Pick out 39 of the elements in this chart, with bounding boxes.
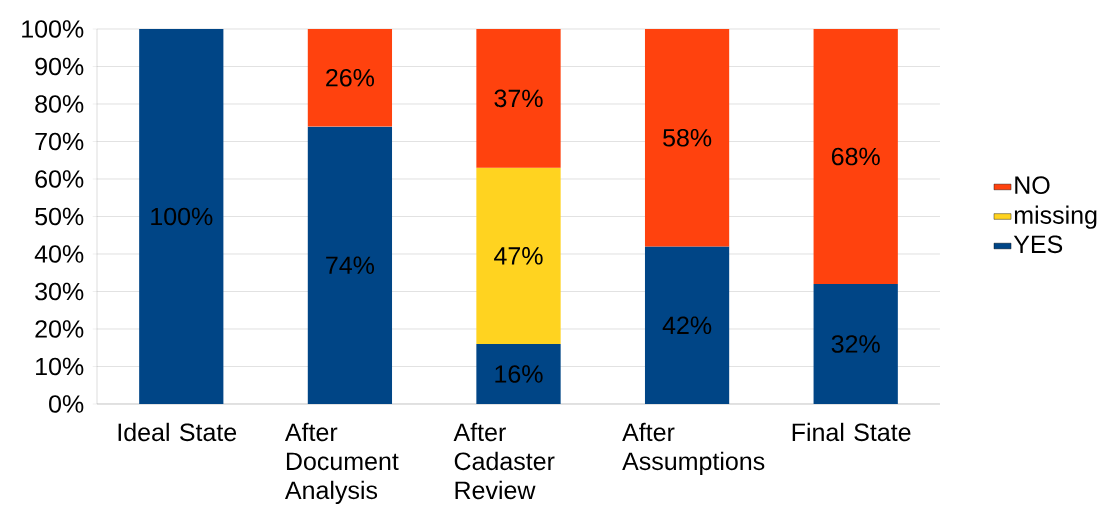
bar — [307, 126, 393, 404]
data-label: 26% — [326, 68, 375, 87]
x-tick-label: After Assumptions — [622, 422, 765, 476]
bar — [307, 28, 393, 127]
x-tick-label: Ideal State — [118, 422, 237, 442]
y-tick-label: 50% — [35, 207, 84, 226]
data-label: 74% — [326, 256, 375, 274]
y-tick-label: 80% — [35, 95, 84, 113]
data-label: 68% — [831, 147, 880, 166]
bar — [644, 28, 730, 247]
y-tick-label: 100% — [22, 20, 84, 38]
y-tick-label: 30% — [35, 282, 84, 301]
legend-label: NO — [1015, 176, 1050, 195]
y-tick-label: 60% — [35, 170, 84, 188]
bar — [476, 167, 561, 344]
y-tick-label: 90% — [35, 57, 84, 76]
data-label: 42% — [662, 316, 712, 335]
y-tick-label: 10% — [36, 357, 84, 376]
data-label: 37% — [494, 89, 543, 108]
data-label: 100% — [151, 207, 213, 226]
legend-label: YES — [1013, 235, 1063, 254]
bar — [139, 28, 224, 404]
y-tick-label: 40% — [34, 245, 84, 263]
bar — [813, 28, 898, 284]
y-tick-label: 0% — [49, 395, 84, 413]
legend-label: missing — [1014, 205, 1097, 229]
data-label: 58% — [663, 128, 712, 147]
data-label: 32% — [831, 335, 880, 353]
bar — [644, 246, 730, 404]
bar — [813, 283, 898, 404]
x-tick-label: After Cadaster Review — [453, 422, 555, 500]
x-tick-label: After Document Analysis — [284, 422, 399, 505]
y-tick-label: 70% — [35, 132, 84, 151]
bar — [476, 343, 561, 404]
bar — [476, 28, 561, 168]
y-tick-label: 20% — [35, 320, 84, 338]
data-label: 16% — [495, 365, 543, 383]
data-label: 47% — [494, 247, 543, 265]
x-tick-label: Final State — [792, 422, 911, 442]
